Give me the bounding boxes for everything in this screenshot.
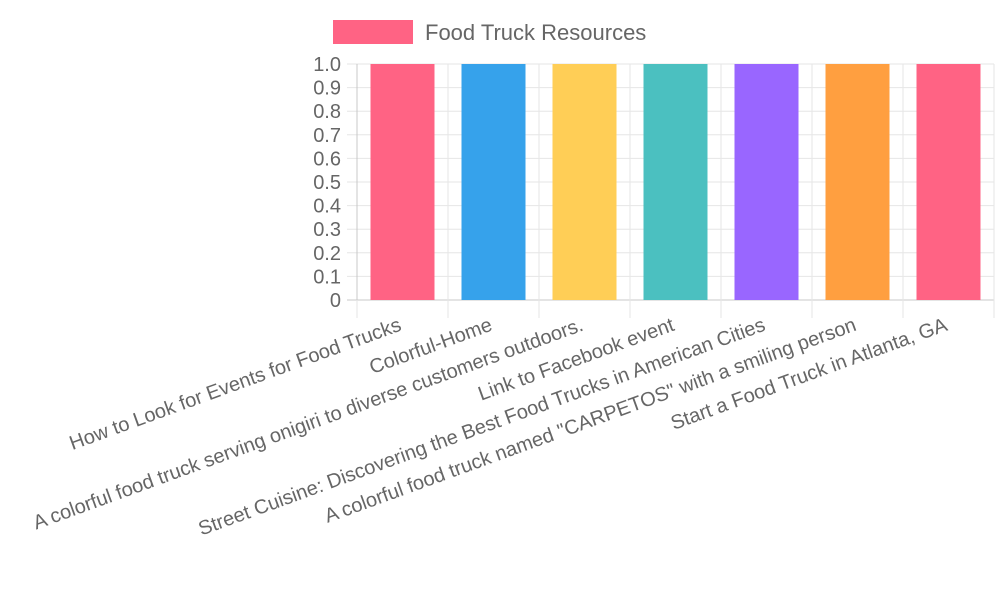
bar[interactable] [825,64,890,300]
bar[interactable] [916,64,981,300]
y-tick-label: 0.6 [313,148,341,170]
bars [370,64,981,300]
y-tick-label: 0.1 [313,266,341,288]
x-axis: How to Look for Events for Food TrucksCo… [30,314,951,541]
bar[interactable] [552,64,617,300]
bar[interactable] [643,64,708,300]
legend-swatch [333,20,413,44]
legend[interactable]: Food Truck Resources [333,20,646,45]
y-tick-label: 1.0 [313,54,341,76]
y-tick-label: 0.3 [313,219,341,241]
bar[interactable] [734,64,799,300]
y-tick-label: 0 [330,290,341,312]
y-tick-label: 0.4 [313,196,341,218]
y-axis: 00.10.20.30.40.50.60.70.80.91.0 [313,54,341,312]
bar[interactable] [461,64,526,300]
x-tick-label: How to Look for Events for Food Trucks [67,314,405,455]
y-tick-label: 0.5 [313,172,341,194]
y-tick-label: 0.2 [313,243,341,265]
y-tick-label: 0.7 [313,125,341,147]
bar[interactable] [370,64,435,300]
y-tick-label: 0.8 [313,101,341,123]
legend-label: Food Truck Resources [425,20,646,45]
y-tick-label: 0.9 [313,78,341,100]
